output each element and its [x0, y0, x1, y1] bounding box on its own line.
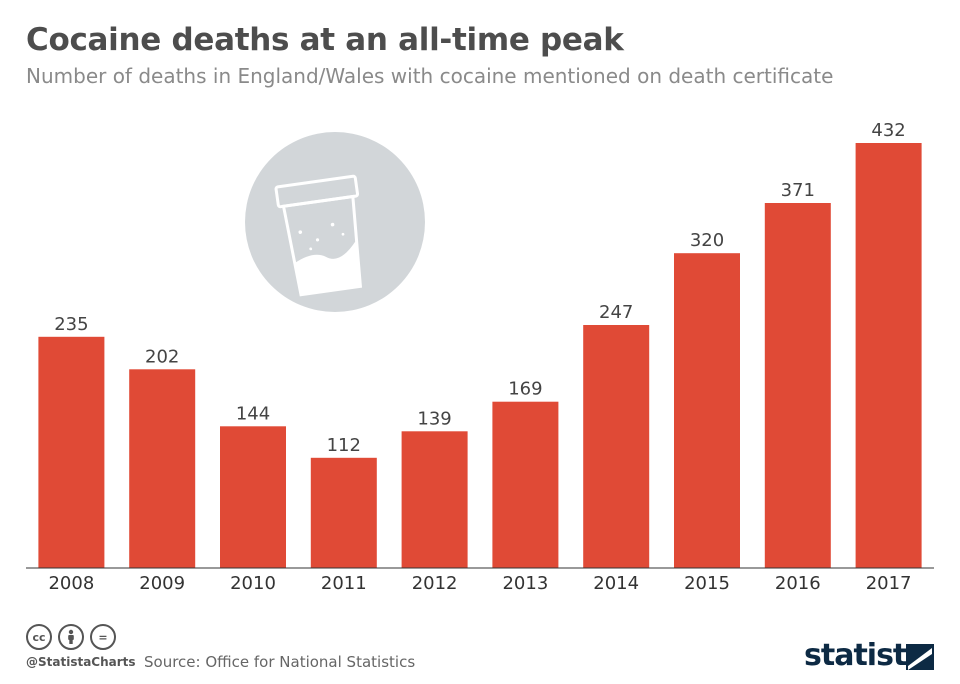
- data-label-2013: 169: [508, 379, 542, 400]
- cocaine-bag-illustration: [245, 132, 425, 312]
- illustration-circle: [245, 132, 425, 312]
- x-tick-label-2013: 2013: [502, 573, 548, 594]
- bar-2011: [310, 457, 377, 568]
- nd-icon: =: [90, 624, 116, 650]
- bar-2017: [855, 143, 922, 568]
- x-tick-label-2012: 2012: [412, 573, 458, 594]
- bar-chart: 235 2008 202 2009 144 2010 112 2011 139 2012 169 20…: [26, 120, 934, 594]
- chart-subtitle: Number of deaths in England/Wales with c…: [26, 64, 834, 88]
- data-label-2016: 371: [781, 180, 815, 201]
- data-label-2015: 320: [690, 230, 724, 251]
- x-tick-label-2011: 2011: [321, 573, 367, 594]
- bar-2010: [220, 426, 286, 568]
- x-tick-label-2015: 2015: [684, 573, 730, 594]
- data-label-2008: 235: [54, 314, 88, 335]
- bar-2014: [583, 325, 650, 568]
- source-note: Source: Office for National Statistics: [144, 653, 416, 671]
- data-label-2009: 202: [145, 346, 179, 367]
- cc-icon: cc: [26, 624, 52, 650]
- x-tick-label-2017: 2017: [866, 573, 912, 594]
- data-label-2012: 139: [417, 408, 451, 429]
- license-icons: cc =: [26, 624, 116, 650]
- bar-2008: [38, 336, 105, 568]
- data-label-2010: 144: [236, 403, 270, 424]
- cocaine-bag-icon: [274, 174, 363, 297]
- data-label-2011: 112: [327, 435, 361, 456]
- x-tick-label-2014: 2014: [593, 573, 639, 594]
- bar-2016: [764, 203, 831, 568]
- bar-2015: [674, 253, 740, 568]
- data-label-2014: 247: [599, 302, 633, 323]
- bar-2012: [401, 431, 468, 568]
- x-tick-label-2010: 2010: [230, 573, 276, 594]
- x-tick-label-2016: 2016: [775, 573, 821, 594]
- twitter-handle: @StatistaCharts: [26, 655, 136, 669]
- by-icon: [58, 624, 84, 650]
- statista-logo-mark: [906, 644, 934, 670]
- bar-2009: [129, 369, 196, 568]
- data-label-2017: 432: [871, 120, 905, 141]
- x-tick-label-2009: 2009: [139, 573, 185, 594]
- bar-2013: [492, 401, 559, 568]
- x-tick-label-2008: 2008: [48, 573, 94, 594]
- chart-title: Cocaine deaths at an all-time peak: [26, 22, 624, 58]
